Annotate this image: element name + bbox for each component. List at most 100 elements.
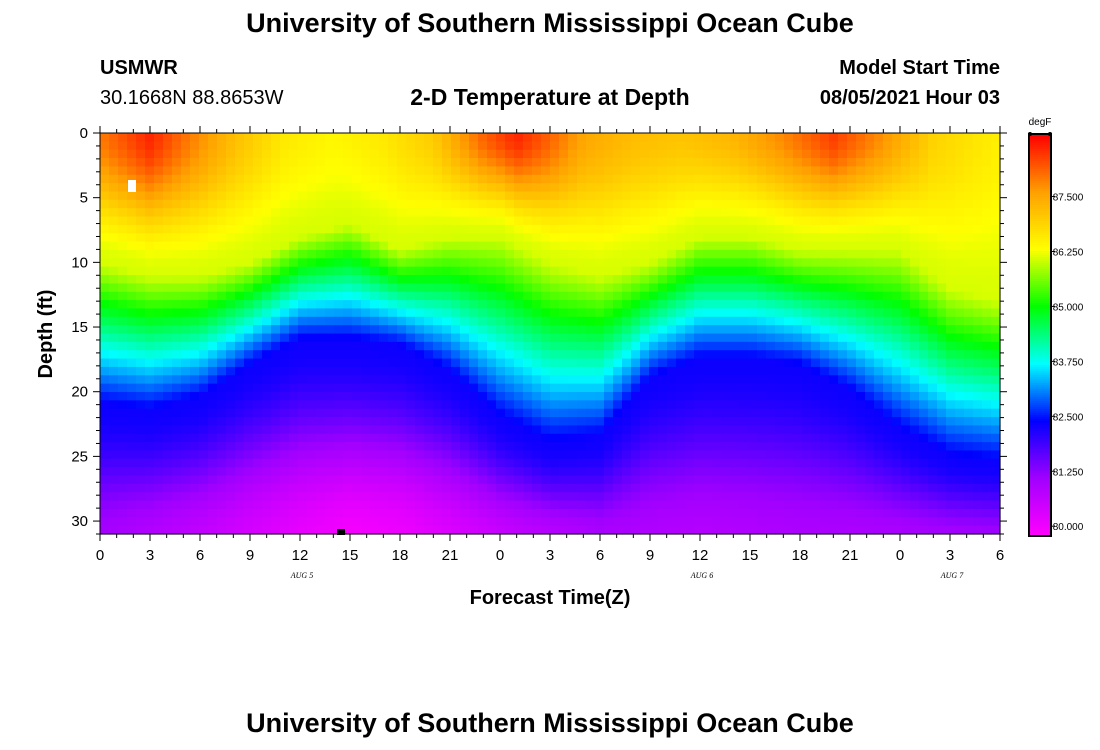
heatmap-cell	[343, 233, 353, 243]
heatmap-cell	[208, 383, 218, 393]
heatmap-cell	[928, 316, 938, 326]
heatmap-cell	[325, 391, 335, 401]
heatmap-cell	[334, 325, 344, 335]
heatmap-cell	[172, 133, 182, 142]
heatmap-cell	[919, 366, 929, 376]
heatmap-cell	[757, 208, 767, 218]
heatmap-cell	[622, 133, 632, 142]
heatmap-cell	[370, 442, 380, 452]
heatmap-cell	[406, 525, 416, 535]
heatmap-cell	[829, 224, 839, 234]
heatmap-cell	[415, 375, 425, 385]
heatmap-cell	[739, 216, 749, 226]
heatmap-cell	[307, 483, 317, 493]
heatmap-cell	[892, 450, 902, 460]
heatmap-cell	[838, 275, 848, 284]
heatmap-cell	[514, 233, 524, 243]
heatmap-cell	[667, 249, 677, 259]
heatmap-cell	[487, 149, 497, 159]
heatmap-cell	[136, 291, 146, 301]
heatmap-cell	[631, 258, 641, 268]
heatmap-cell	[523, 467, 533, 477]
heatmap-cell	[217, 275, 227, 284]
heatmap-cell	[892, 208, 902, 218]
heatmap-cell	[703, 366, 713, 376]
heatmap-cell	[550, 341, 560, 351]
heatmap-cell	[901, 483, 911, 493]
heatmap-cell	[127, 133, 137, 142]
heatmap-cell	[973, 316, 983, 326]
heatmap-cell	[334, 241, 344, 251]
heatmap-cell	[613, 366, 623, 376]
heatmap-cell	[820, 249, 830, 259]
heatmap-cell	[343, 183, 353, 193]
heatmap-cell	[541, 141, 551, 151]
heatmap-cell	[577, 316, 587, 326]
heatmap-cell	[136, 133, 146, 142]
heatmap-cell	[973, 233, 983, 243]
heatmap-cell	[892, 358, 902, 368]
heatmap-cell	[829, 492, 839, 502]
heatmap-cell	[766, 316, 776, 326]
heatmap-cell	[973, 442, 983, 452]
heatmap-cell	[181, 216, 191, 226]
heatmap-cell	[253, 166, 263, 176]
heatmap-cell	[253, 391, 263, 401]
heatmap-cell	[415, 341, 425, 351]
heatmap-cell	[883, 475, 893, 485]
heatmap-cell	[973, 158, 983, 168]
heatmap-cell	[235, 333, 245, 343]
heatmap-cell	[811, 525, 821, 535]
heatmap-cell	[910, 458, 920, 468]
heatmap-cell	[775, 183, 785, 193]
heatmap-cell	[676, 417, 686, 426]
heatmap-cell	[406, 500, 416, 510]
heatmap-cell	[145, 483, 155, 493]
heatmap-cell	[379, 500, 389, 510]
heatmap-cell	[595, 216, 605, 226]
heatmap-cell	[991, 158, 1001, 168]
heatmap-cell	[325, 174, 335, 184]
heatmap-cell	[460, 241, 470, 251]
heatmap-cell	[784, 266, 794, 276]
heatmap-cell	[541, 375, 551, 385]
heatmap-cell	[973, 308, 983, 318]
heatmap-cell	[145, 224, 155, 234]
heatmap-cell	[109, 500, 119, 510]
heatmap-cell	[433, 425, 443, 435]
heatmap-cell	[766, 208, 776, 218]
heatmap-cell	[577, 442, 587, 452]
heatmap-cell	[379, 417, 389, 426]
heatmap-cell	[190, 500, 200, 510]
heatmap-cell	[343, 158, 353, 168]
heatmap-cell	[586, 433, 596, 443]
heatmap-cell	[856, 475, 866, 485]
heatmap-cell	[370, 174, 380, 184]
heatmap-cell	[730, 283, 740, 293]
heatmap-cell	[856, 408, 866, 418]
heatmap-cell	[982, 475, 992, 485]
heatmap-cell	[631, 133, 641, 142]
heatmap-cell	[352, 158, 362, 168]
heatmap-cell	[694, 517, 704, 527]
heatmap-cell	[361, 208, 371, 218]
heatmap-cell	[676, 216, 686, 226]
heatmap-cell	[973, 249, 983, 259]
heatmap-cell	[856, 375, 866, 385]
heatmap-cell	[163, 483, 173, 493]
heatmap-cell	[910, 500, 920, 510]
heatmap-cell	[109, 149, 119, 159]
heatmap-cell	[622, 417, 632, 426]
heatmap-cell	[973, 467, 983, 477]
heatmap-cell	[289, 525, 299, 535]
heatmap-cell	[289, 283, 299, 293]
heatmap-cell	[271, 475, 281, 485]
heatmap-cell	[784, 508, 794, 518]
heatmap-cell	[991, 141, 1001, 151]
heatmap-cell	[586, 233, 596, 243]
heatmap-cell	[865, 458, 875, 468]
heatmap-cell	[685, 174, 695, 184]
heatmap-cell	[352, 316, 362, 326]
heatmap-cell	[451, 517, 461, 527]
heatmap-cell	[415, 391, 425, 401]
